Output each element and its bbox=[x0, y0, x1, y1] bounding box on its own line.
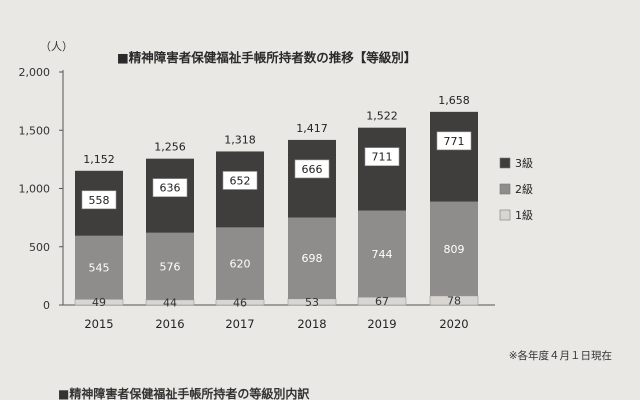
bar-segment-2級 bbox=[288, 217, 336, 299]
bar-total-label: 1,318 bbox=[224, 133, 256, 146]
segment-value-label: 711 bbox=[372, 151, 393, 164]
legend-swatch bbox=[499, 157, 511, 169]
segment-value-label: 44 bbox=[163, 296, 177, 309]
bar-total-label: 1,152 bbox=[83, 153, 115, 166]
next-section-heading: ■精神障害者保健福祉手帳所持者の等級別内訳 bbox=[58, 386, 310, 400]
x-category-label: 2016 bbox=[155, 317, 184, 331]
x-category-label: 2015 bbox=[84, 317, 113, 331]
bar-segment-3級 bbox=[430, 111, 478, 202]
value-label-box bbox=[364, 147, 400, 166]
segment-value-label: 49 bbox=[92, 296, 106, 309]
legend-swatch bbox=[499, 183, 511, 195]
segment-value-label: 771 bbox=[444, 135, 465, 148]
bar-segment-2級 bbox=[216, 227, 264, 300]
bar-total-label: 1,417 bbox=[296, 122, 328, 135]
bar-segment-3級 bbox=[358, 127, 406, 211]
segment-value-label: 558 bbox=[89, 194, 110, 207]
y-unit-label: （人） bbox=[40, 40, 73, 53]
legend-label: 2級 bbox=[515, 183, 533, 196]
bar-segment-2級 bbox=[75, 235, 123, 300]
segment-value-label: 636 bbox=[160, 182, 181, 195]
segment-value-label: 809 bbox=[444, 243, 465, 256]
segment-value-label: 78 bbox=[447, 294, 461, 307]
x-category-label: 2019 bbox=[367, 317, 396, 331]
segment-value-label: 53 bbox=[305, 296, 319, 309]
x-category-label: 2017 bbox=[225, 317, 254, 331]
legend-swatch bbox=[499, 209, 511, 221]
y-tick-label: 1,500 bbox=[19, 124, 51, 137]
bar-total-label: 1,522 bbox=[366, 110, 398, 123]
bar-segment-3級 bbox=[288, 139, 336, 218]
bar-segment-2級 bbox=[358, 210, 406, 298]
bar-segment-2級 bbox=[146, 232, 194, 300]
segment-value-label: 545 bbox=[89, 262, 110, 275]
segment-value-label: 67 bbox=[375, 295, 389, 308]
x-category-label: 2020 bbox=[439, 317, 468, 331]
segment-value-label: 620 bbox=[230, 258, 251, 271]
legend-label: 3級 bbox=[515, 157, 533, 170]
footnote: ※各年度４月１日現在 bbox=[509, 349, 612, 362]
y-tick-label: 1,000 bbox=[19, 183, 51, 196]
value-label-box bbox=[152, 178, 188, 197]
segment-value-label: 46 bbox=[233, 296, 247, 309]
y-tick-label: 500 bbox=[29, 241, 50, 254]
y-tick-label: 0 bbox=[43, 299, 50, 312]
value-label-box bbox=[294, 159, 330, 179]
x-category-label: 2018 bbox=[297, 317, 326, 331]
segment-value-label: 666 bbox=[302, 163, 323, 176]
bar-total-label: 1,658 bbox=[438, 94, 470, 107]
bar-segment-2級 bbox=[430, 201, 478, 296]
segment-value-label: 576 bbox=[160, 260, 181, 273]
segment-value-label: 744 bbox=[372, 248, 393, 261]
value-label-box bbox=[436, 131, 472, 151]
value-label-box bbox=[81, 190, 117, 210]
segment-value-label: 698 bbox=[302, 252, 323, 265]
segment-value-label: 652 bbox=[230, 174, 251, 187]
legend-label: 1級 bbox=[515, 209, 533, 222]
y-tick-label: 2,000 bbox=[19, 66, 51, 79]
chart-title: ■精神障害者保健福祉手帳所持者数の推移【等級別】 bbox=[117, 50, 416, 65]
value-label-box bbox=[222, 171, 258, 190]
bar-total-label: 1,256 bbox=[154, 141, 186, 154]
